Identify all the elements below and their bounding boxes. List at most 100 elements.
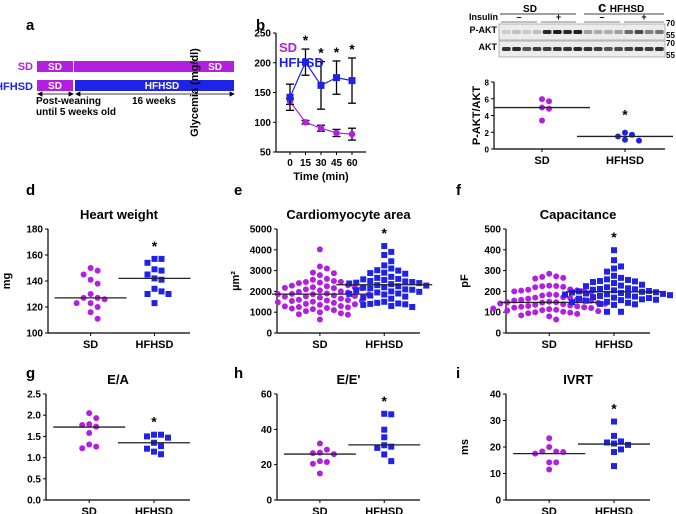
data-point-hfhsd (388, 265, 395, 272)
data-point-hfhsd (353, 279, 360, 286)
data-point-sd (532, 284, 539, 291)
y-tick-label: 100 (484, 308, 501, 319)
y-tick-label: 120 (26, 303, 43, 314)
data-point-sd (546, 105, 552, 112)
data-point-sd (511, 304, 518, 311)
data-point-hfhsd (151, 448, 157, 455)
data-point-hfhsd (402, 301, 409, 308)
data-point-hfhsd (409, 286, 416, 293)
data-point-hfhsd (367, 292, 374, 299)
data-point-sd (302, 118, 309, 126)
data-point-hfhsd (576, 295, 582, 302)
chart-title: Cardiomyocyte area (286, 207, 411, 222)
data-point-hfhsd (660, 290, 666, 297)
data-point-sd (302, 286, 309, 293)
period1-line1: Post-weaning (36, 96, 101, 107)
data-point-hfhsd (569, 299, 575, 306)
x-tick-label: 0 (287, 158, 293, 169)
y-tick-label: 4 (485, 112, 490, 121)
data-point-sd (316, 440, 323, 447)
data-point-sd (316, 458, 323, 465)
data-point-sd (309, 284, 316, 291)
y-axis-title: pF (459, 274, 471, 288)
data-point-sd (281, 284, 288, 291)
data-point-hfhsd (611, 280, 617, 287)
data-point-hfhsd (144, 433, 150, 440)
data-point-hfhsd (367, 300, 374, 307)
data-point-sd (323, 297, 330, 304)
pakt-band (644, 30, 654, 34)
panel-label-i: i (456, 365, 460, 382)
y-tick-label: 50 (260, 148, 272, 159)
significance-star: * (622, 107, 628, 123)
panel-label-h: h (234, 365, 243, 382)
data-point-sd (553, 459, 560, 466)
data-point-sd (274, 299, 281, 306)
y-tick-label: 1.0 (27, 453, 41, 464)
data-point-hfhsd (158, 288, 165, 295)
panel-label-c: c (598, 0, 606, 16)
data-point-hfhsd (625, 441, 631, 448)
data-point-sd (316, 272, 323, 279)
akt-band (522, 47, 532, 51)
data-point-hfhsd (346, 290, 353, 297)
data-point-sd (553, 291, 560, 298)
data-point-hfhsd (632, 301, 638, 308)
significance-star: * (151, 414, 157, 430)
data-point-hfhsd (416, 288, 423, 295)
data-point-hfhsd (360, 276, 367, 283)
timeline-hfhsd-phase1 (37, 80, 73, 91)
data-point-hfhsd (625, 292, 631, 299)
data-point-hfhsd (611, 463, 617, 470)
data-point-sd (93, 415, 100, 422)
y-tick-label: 10 (490, 469, 502, 480)
data-point-hfhsd (395, 300, 402, 307)
pakt-band (532, 30, 542, 34)
data-point-hfhsd (583, 283, 589, 290)
chart-e: e Cardiomyocyte area 0 1000 2000 3000 4000 5000… (230, 182, 433, 351)
data-point-sd (73, 300, 80, 307)
data-point-hfhsd (374, 267, 381, 274)
data-point-hfhsd (374, 289, 381, 296)
data-point-hfhsd (611, 247, 617, 254)
data-point-sd (323, 275, 330, 282)
data-point-sd (309, 298, 316, 305)
y-tick-label: 0 (495, 496, 501, 507)
y-tick-label: 3000 (250, 266, 273, 277)
data-point-hfhsd (360, 284, 367, 291)
data-point-hfhsd (583, 297, 589, 304)
data-point-hfhsd (667, 292, 673, 299)
data-point-sd (309, 269, 316, 276)
y-tick-label: 250 (254, 29, 271, 40)
data-point-sd (86, 410, 93, 417)
data-point-hfhsd (158, 267, 165, 274)
data-point-sd (518, 303, 525, 310)
y-tick-label: 2.0 (27, 411, 41, 422)
data-point-hfhsd (346, 280, 353, 287)
data-point-hfhsd (388, 443, 395, 450)
data-point-sd (504, 307, 511, 314)
timeline-hfhsd-phase2 (75, 80, 234, 91)
x-category-label: SD (542, 506, 557, 514)
period-arrow-2 (75, 91, 235, 97)
chart-d: d Heart weight 100 120 140 160 180 SD HFHSD mg * (1, 182, 191, 351)
data-point-sd (80, 271, 87, 278)
akt-band (573, 47, 583, 51)
data-point-sd (94, 315, 101, 322)
data-point-hfhsd (632, 293, 638, 300)
y-tick-label: 2000 (250, 287, 273, 298)
chart-c: 0 2 4 6 8 SD HFHSD P-AKT/AKT * (471, 79, 673, 167)
data-point-hfhsd (625, 299, 631, 306)
data-point-hfhsd (381, 252, 388, 258)
y-tick-label: 2 (485, 129, 490, 138)
data-point-hfhsd (409, 304, 416, 310)
y-tick-label: 200 (484, 287, 501, 298)
data-point-sd (539, 273, 546, 280)
timeline-sd-phase1-label: SD (48, 62, 62, 73)
pakt-band (522, 30, 532, 34)
data-point-sd (532, 309, 539, 316)
data-point-sd (344, 297, 351, 304)
insulin-label: Insulin (469, 12, 498, 22)
data-point-sd (86, 441, 93, 448)
pakt-band (634, 30, 644, 34)
